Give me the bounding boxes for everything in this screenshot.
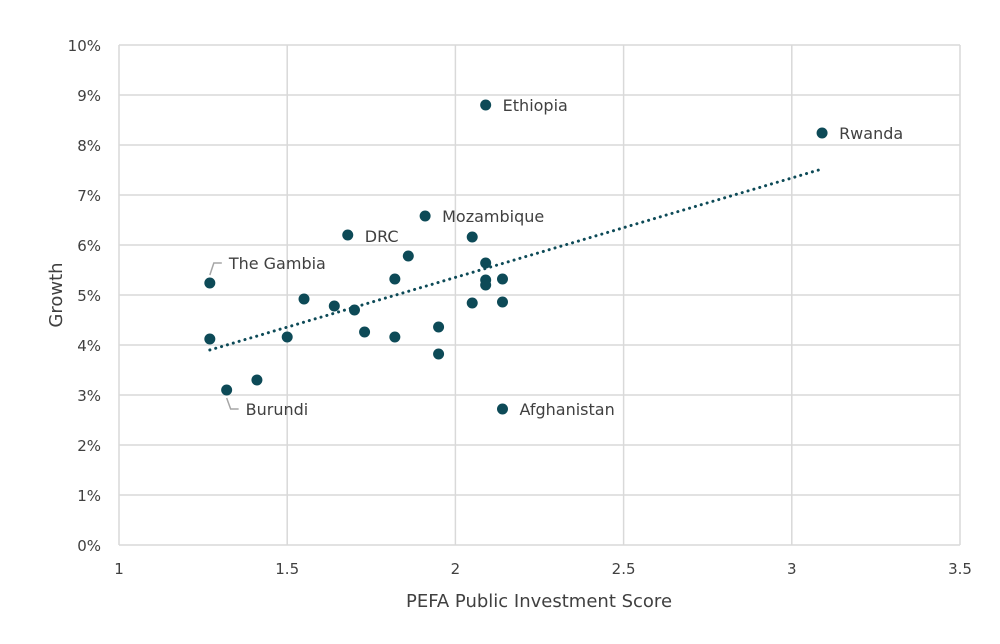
- leader-line: [225, 397, 239, 410]
- trendline: [208, 167, 824, 352]
- data-point: [480, 257, 492, 269]
- data-point: [389, 273, 401, 285]
- point-label: Ethiopia: [503, 96, 568, 115]
- data-point: [466, 297, 478, 309]
- tick-labels: 0% 1% 2% 3% 4% 5% 6% 7% 8% 9% 10% 1 1.5 2 2.5 3 3.5: [68, 37, 972, 578]
- data-point: [433, 348, 445, 360]
- point-label: Mozambique: [442, 207, 544, 226]
- y-tick-label: 7%: [77, 187, 101, 205]
- y-tick-label: 5%: [77, 287, 101, 305]
- point-labels: The Gambia Burundi DRC Mozambique Ethiopia Af…: [228, 96, 903, 419]
- point-label: The Gambia: [228, 254, 326, 273]
- point-label: Afghanistan: [519, 400, 614, 419]
- data-point: [251, 374, 263, 386]
- data-point: [281, 331, 293, 343]
- x-tick-label: 3: [787, 560, 797, 578]
- x-tick-label: 1.5: [275, 560, 299, 578]
- y-tick-label: 8%: [77, 137, 101, 155]
- leader-lines: [209, 262, 239, 410]
- x-tick-label: 2.5: [612, 560, 636, 578]
- data-point: [328, 300, 340, 312]
- y-tick-label: 4%: [77, 337, 101, 355]
- point-label: Rwanda: [839, 124, 903, 143]
- data-point: [204, 333, 216, 345]
- y-tick-label: 2%: [77, 437, 101, 455]
- y-tick-label: 0%: [77, 537, 101, 555]
- data-point: [389, 331, 401, 343]
- x-tick-label: 3.5: [948, 560, 972, 578]
- y-tick-label: 10%: [68, 37, 101, 55]
- data-point: [496, 296, 508, 308]
- data-point: [816, 127, 828, 139]
- point-label: Burundi: [246, 400, 309, 419]
- data-point: [419, 210, 431, 222]
- data-point: [433, 321, 445, 333]
- gridlines: [118, 44, 961, 546]
- data-point: [466, 231, 478, 243]
- leader-line: [209, 262, 222, 276]
- data-point: [348, 304, 360, 316]
- data-point: [204, 277, 216, 289]
- data-point: [496, 273, 508, 285]
- y-tick-label: 6%: [77, 237, 101, 255]
- data-point: [221, 384, 233, 396]
- y-tick-label: 3%: [77, 387, 101, 405]
- data-point: [342, 229, 354, 241]
- data-point: [480, 279, 492, 291]
- point-label: DRC: [365, 227, 399, 246]
- y-axis-title: Growth: [46, 262, 67, 327]
- data-point: [402, 250, 414, 262]
- data-point: [480, 99, 492, 111]
- data-point: [298, 293, 310, 305]
- y-tick-label: 9%: [77, 87, 101, 105]
- y-tick-label: 1%: [77, 487, 101, 505]
- x-tick-label: 2: [451, 560, 461, 578]
- data-point: [359, 326, 371, 338]
- x-tick-label: 1: [114, 560, 124, 578]
- x-axis-title: PEFA Public Investment Score: [406, 591, 672, 612]
- data-point: [496, 403, 508, 415]
- data-points: [204, 99, 828, 415]
